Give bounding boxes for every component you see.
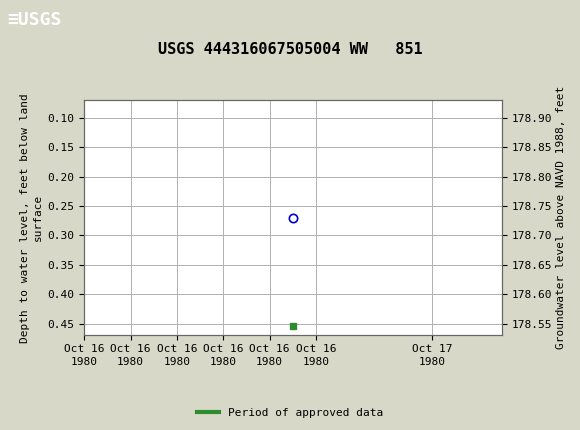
Text: USGS 444316067505004 WW   851: USGS 444316067505004 WW 851 <box>158 42 422 57</box>
Legend: Period of approved data: Period of approved data <box>193 403 387 422</box>
Text: ≡USGS: ≡USGS <box>7 11 61 29</box>
Y-axis label: Depth to water level, feet below land
surface: Depth to water level, feet below land su… <box>20 93 44 343</box>
Y-axis label: Groundwater level above NAVD 1988, feet: Groundwater level above NAVD 1988, feet <box>556 86 566 350</box>
